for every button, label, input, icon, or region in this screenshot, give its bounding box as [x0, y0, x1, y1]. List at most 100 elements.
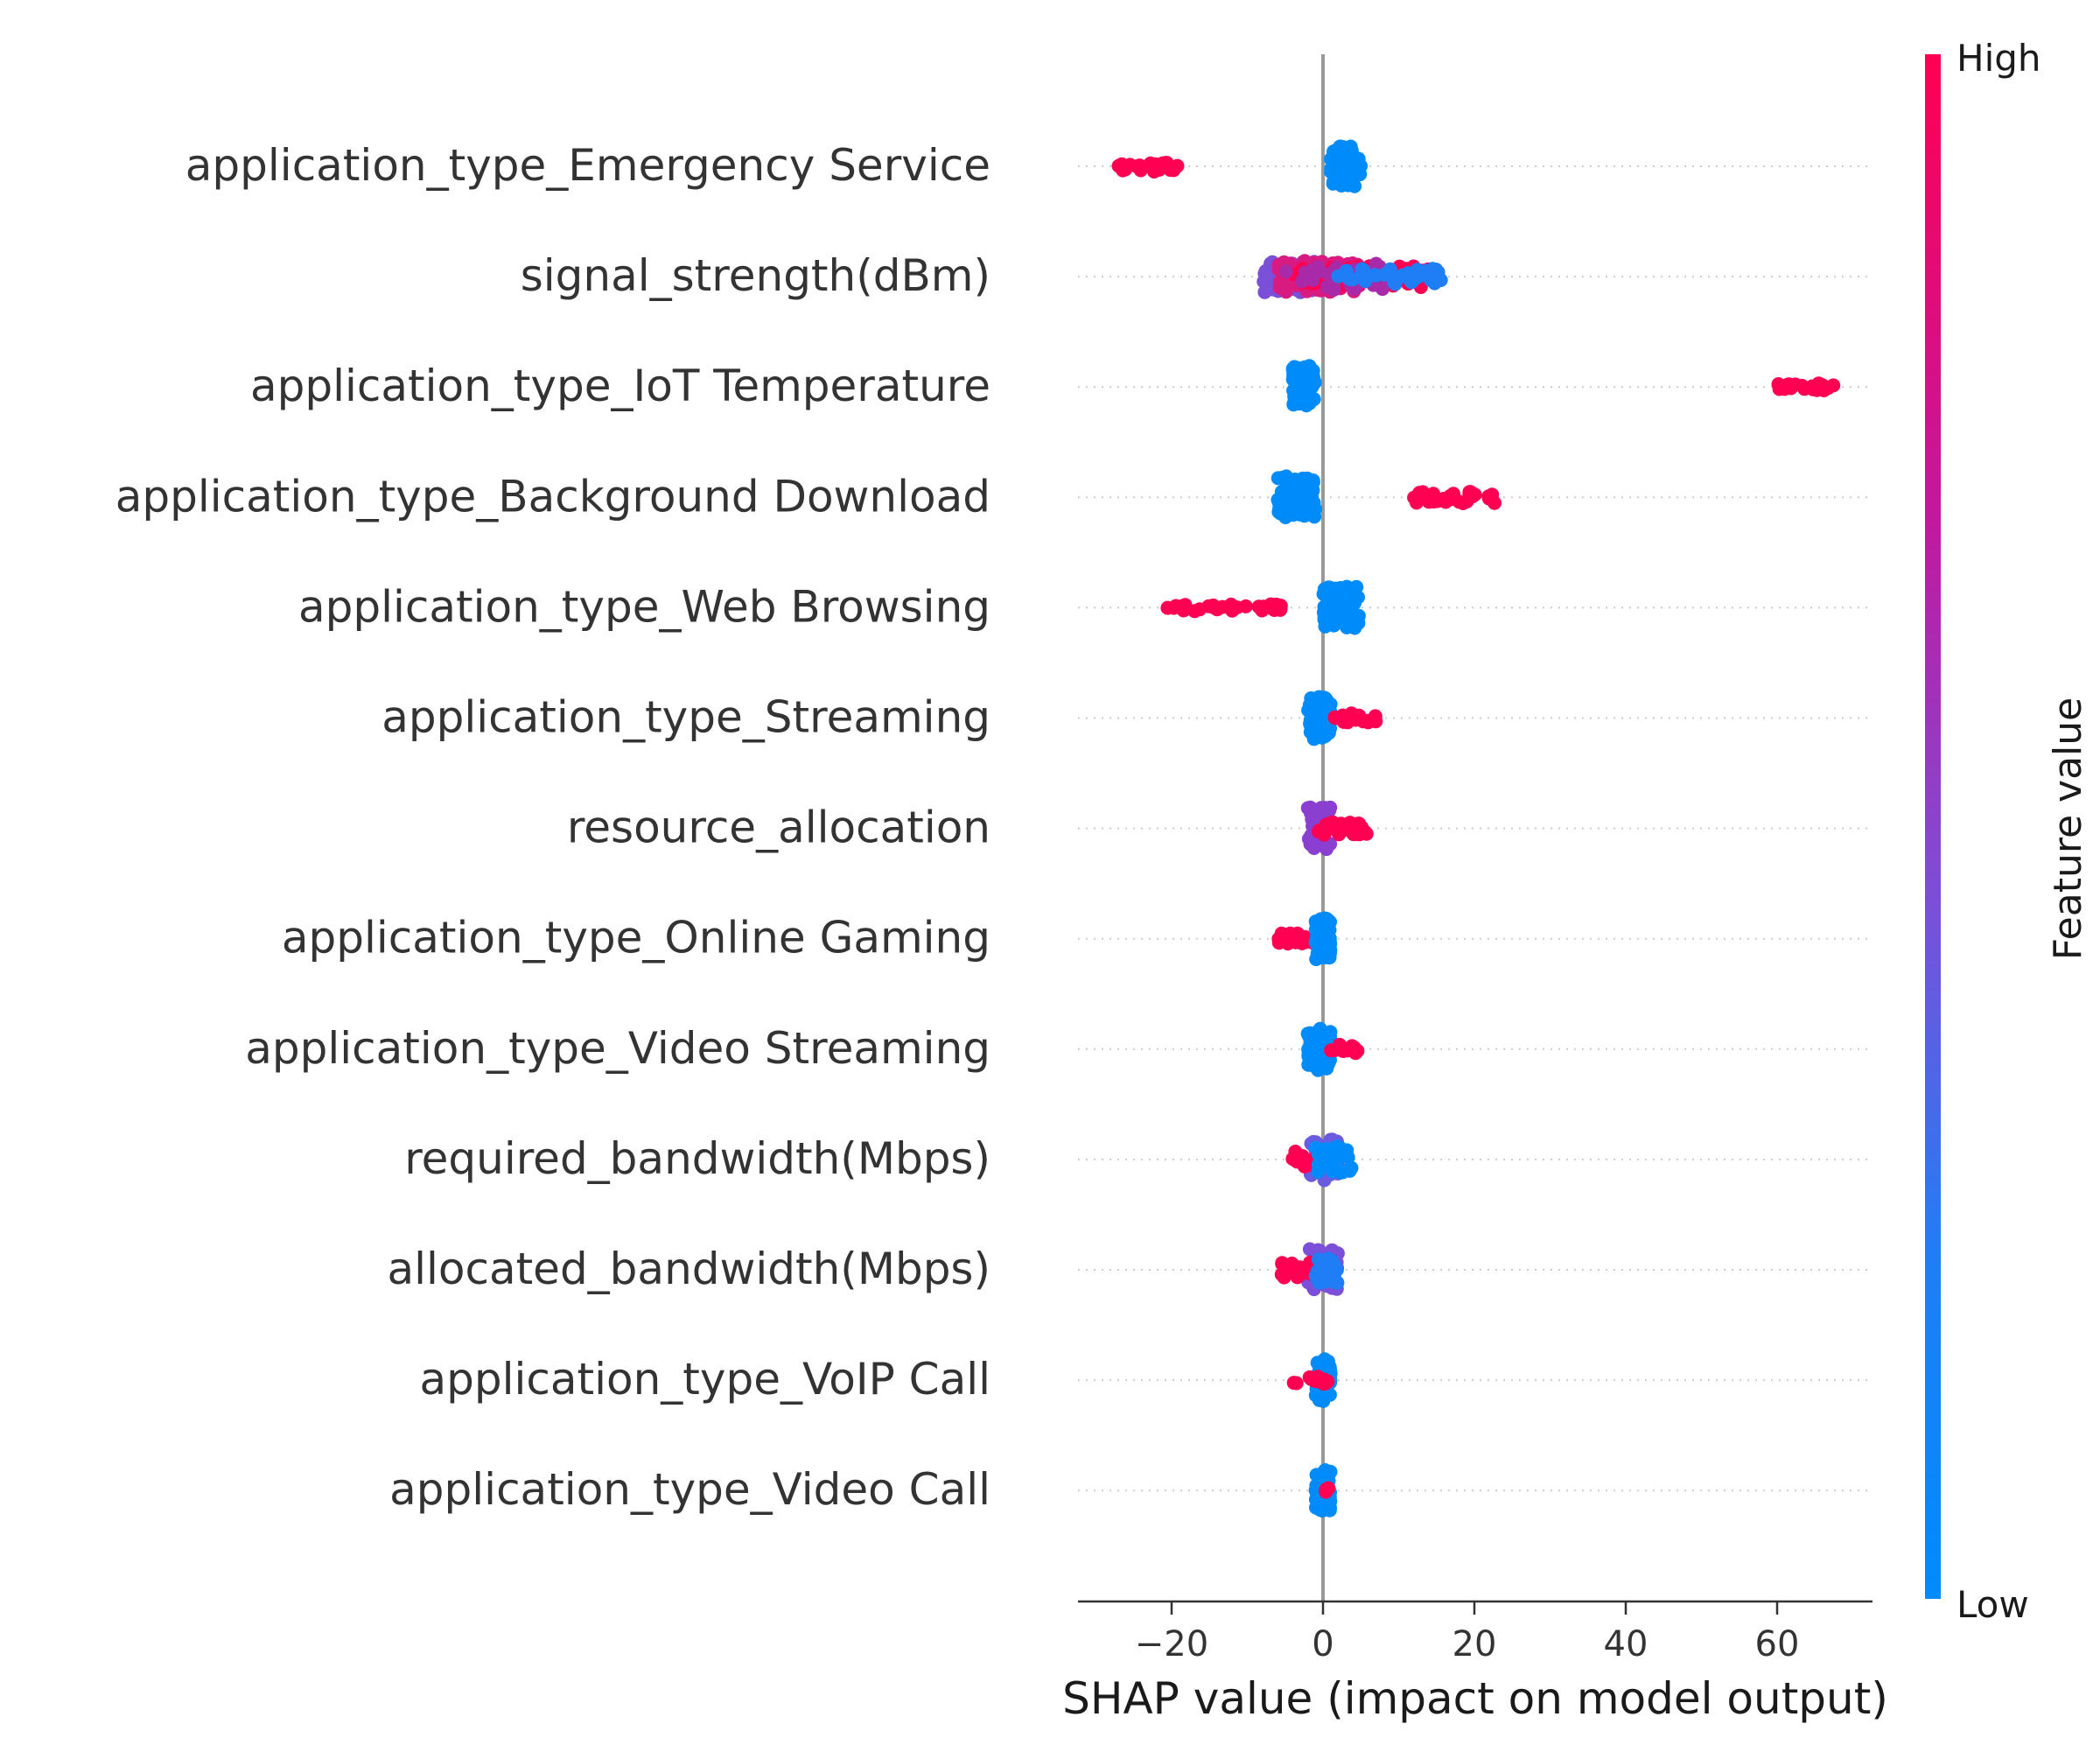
data-point [1271, 505, 1286, 519]
data-point [1170, 158, 1185, 173]
data-point [1312, 1503, 1327, 1517]
data-point [1187, 604, 1202, 619]
data-point [1795, 378, 1810, 393]
data-point [1295, 1149, 1310, 1164]
data-point [1431, 493, 1446, 508]
data-point [1274, 485, 1289, 499]
data-point [1278, 264, 1293, 279]
data-point [1320, 913, 1335, 928]
x-tick-label: 0 [1312, 1624, 1334, 1664]
data-point [1115, 157, 1130, 172]
data-point [1404, 273, 1418, 288]
data-point [1271, 602, 1286, 617]
x-ticks: −20 0 20 40 60 [1135, 1601, 1800, 1664]
data-point [1292, 501, 1307, 516]
x-tick-label: 60 [1755, 1624, 1800, 1664]
data-point [1332, 827, 1347, 842]
data-points [1111, 139, 1841, 1518]
feature-label: application_type_Video Streaming [245, 1023, 990, 1074]
x-tick-label: 40 [1604, 1624, 1648, 1664]
data-point [1331, 269, 1346, 284]
feature-label: application_type_Online Gaming [282, 913, 990, 964]
data-point [1333, 1140, 1348, 1155]
data-point [1359, 714, 1374, 729]
colorbar-low-label: Low [1956, 1583, 2029, 1626]
feature-labels: application_type_Emergency Service signal… [116, 140, 990, 1515]
feature-label: allocated_bandwidth(Mbps) [387, 1244, 990, 1294]
x-axis: −20 0 20 40 60 SHAP value (impact on model o… [1062, 1600, 1888, 1724]
feature-label: signal_strength(dBm) [521, 250, 990, 301]
data-point [1320, 588, 1335, 603]
data-point [1344, 1160, 1359, 1175]
data-point [1301, 703, 1316, 718]
data-point [1300, 1027, 1315, 1041]
data-point [1278, 933, 1292, 948]
data-point [1346, 1040, 1361, 1055]
colorbar-high-label: High [1956, 37, 2041, 80]
feature-label: application_type_VoIP Call [419, 1354, 990, 1405]
data-point [1304, 806, 1319, 821]
data-point [1330, 149, 1345, 164]
data-point [1256, 274, 1271, 289]
data-point [1160, 600, 1175, 615]
colorbar-gradient [1925, 54, 1941, 1599]
data-point [1350, 816, 1365, 831]
data-point [1314, 1058, 1329, 1073]
data-point [1277, 1269, 1292, 1284]
feature-label: application_type_Streaming [382, 692, 990, 743]
data-point [1424, 273, 1438, 288]
data-point [1256, 599, 1270, 614]
data-point [1481, 489, 1496, 504]
data-point [1298, 265, 1312, 280]
data-point [1348, 581, 1362, 596]
data-point [1143, 156, 1158, 171]
data-point [1296, 371, 1311, 386]
data-point [1305, 1370, 1320, 1385]
data-point [1312, 1162, 1326, 1176]
data-point [1312, 1275, 1326, 1290]
data-point [1340, 715, 1355, 730]
data-point [1348, 620, 1362, 635]
row-guides [1078, 165, 1872, 1492]
data-point [1382, 262, 1397, 277]
feature-label: application_type_IoT Temperature [250, 361, 990, 411]
data-point [1333, 172, 1348, 186]
data-point [1323, 1025, 1338, 1040]
data-point [1133, 163, 1148, 178]
x-tick-label: 20 [1452, 1624, 1497, 1664]
data-point [1351, 151, 1366, 166]
feature-label: application_type_Web Browsing [298, 581, 990, 632]
data-point [1309, 722, 1323, 737]
data-point [1318, 801, 1333, 816]
data-point [1319, 1482, 1334, 1497]
data-point [1826, 378, 1841, 393]
data-point [1290, 387, 1305, 402]
data-point [1292, 478, 1306, 492]
data-point [1320, 842, 1334, 857]
data-point [1312, 701, 1326, 715]
data-point [1257, 284, 1272, 299]
data-point [1810, 381, 1824, 395]
feature-label: required_bandwidth(Mbps) [404, 1133, 990, 1184]
data-point [1333, 1037, 1347, 1052]
colorbar: High Low Feature value [1925, 37, 2090, 1626]
data-point [1225, 603, 1240, 618]
data-point [1354, 262, 1369, 277]
data-point [1463, 485, 1478, 500]
data-point [1312, 263, 1327, 278]
data-point [1306, 392, 1321, 407]
data-point [1368, 268, 1383, 283]
data-point [1320, 1259, 1334, 1274]
data-point [1278, 469, 1293, 484]
feature-label: application_type_Video Call [389, 1464, 990, 1515]
data-point [1323, 1464, 1338, 1479]
data-point [1238, 599, 1253, 613]
data-point [1206, 599, 1221, 614]
data-point [1425, 262, 1440, 277]
feature-label: application_type_Emergency Service [186, 140, 990, 191]
data-point [1347, 167, 1362, 182]
x-axis-label: SHAP value (impact on model output) [1062, 1673, 1888, 1724]
data-point [1316, 824, 1331, 839]
data-point [1286, 1258, 1301, 1273]
